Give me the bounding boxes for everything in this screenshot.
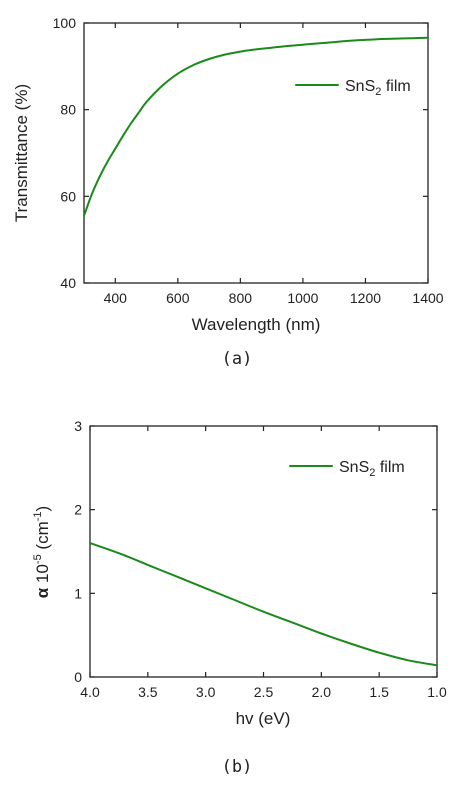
b-y-tick-label-0: 0 <box>74 669 82 685</box>
a-y-axis-title: Transmittance (%) <box>12 84 31 222</box>
b-caption: (b) <box>222 757 253 777</box>
b-x-tick-label-6: 1.0 <box>427 684 447 700</box>
a-axis-ticks <box>84 22 429 284</box>
b-axis-ticks <box>89 425 438 678</box>
a-caption: (a) <box>222 349 253 369</box>
b-legend-label: SnS2 film <box>339 459 405 479</box>
a-x-tick-label-2: 800 <box>229 290 253 306</box>
a-x-tick-label-5: 1400 <box>412 290 443 306</box>
a-y-tick-label-0: 40 <box>60 275 76 291</box>
b-tick-labels: 4.0 3.5 3.0 2.5 2.0 1.5 1.0 0 1 2 3 <box>74 418 447 700</box>
a-x-tick-label-4: 1200 <box>350 290 381 306</box>
a-x-axis-title: Wavelength (nm) <box>192 315 321 334</box>
b-y-axis-title: α 10-5 (cm-1) <box>32 506 52 598</box>
b-x-tick-label-2: 3.0 <box>196 684 216 700</box>
panel-a-transmittance-chart: 400 600 800 1000 1200 1400 40 60 80 100 SnS2 film… <box>12 15 444 369</box>
a-legend-label: SnS2 film <box>345 78 411 98</box>
b-x-axis-title: hv (eV) <box>236 709 291 728</box>
b-series-line <box>89 542 438 667</box>
a-x-tick-label-1: 600 <box>166 290 190 306</box>
b-x-tick-label-3: 2.5 <box>254 684 274 700</box>
b-y-tick-label-3: 3 <box>74 418 82 434</box>
plot-frame-a <box>83 22 429 284</box>
b-x-tick-label-0: 4.0 <box>80 684 100 700</box>
panel-b-absorption-chart: 4.0 3.5 3.0 2.5 2.0 1.5 1.0 0 1 2 3 SnS2 film hv (… <box>32 418 447 777</box>
a-y-tick-label-2: 80 <box>60 102 76 118</box>
a-y-tick-label-1: 60 <box>60 188 76 204</box>
b-x-tick-label-5: 1.5 <box>369 684 389 700</box>
a-series-line <box>83 36 429 217</box>
b-y-tick-label-2: 2 <box>74 502 82 518</box>
b-y-tick-label-1: 1 <box>74 585 82 601</box>
b-x-tick-label-1: 3.5 <box>138 684 158 700</box>
a-tick-labels: 400 600 800 1000 1200 1400 40 60 80 100 <box>53 15 444 306</box>
a-y-tick-label-3: 100 <box>53 15 77 31</box>
b-x-tick-label-4: 2.0 <box>312 684 332 700</box>
a-x-tick-label-0: 400 <box>104 290 128 306</box>
a-x-tick-label-3: 1000 <box>287 290 318 306</box>
